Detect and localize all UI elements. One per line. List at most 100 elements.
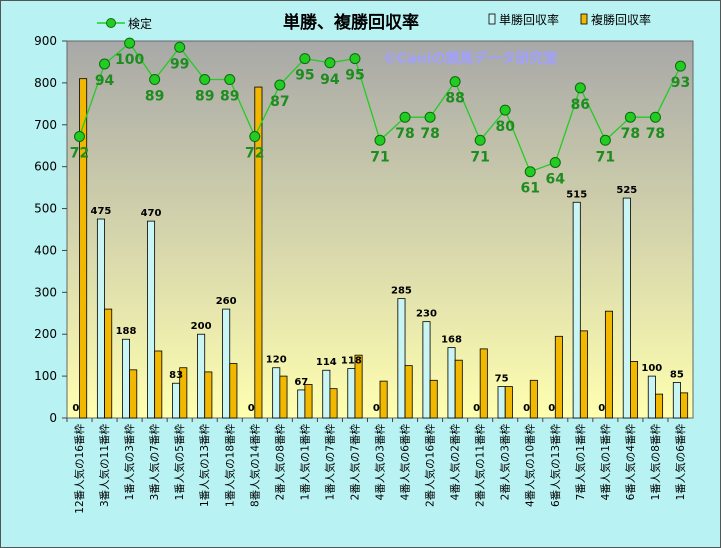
bar-fukusho	[354, 354, 363, 419]
legend-line-label: 検定	[128, 16, 152, 31]
x-category-label: 4番人気の10番枠	[524, 424, 537, 508]
line-point	[249, 131, 261, 143]
bar-tansho	[222, 308, 231, 419]
line-point	[99, 58, 111, 70]
y-tick-label: 100	[34, 369, 57, 383]
bar-tansho	[347, 368, 356, 419]
legend-bar2: 複勝回収率	[580, 12, 651, 27]
y-tick-label: 600	[34, 160, 57, 174]
line-point-label: 88	[445, 91, 464, 107]
line-point	[524, 166, 536, 178]
x-category-label: 1番人気の13番枠	[198, 424, 211, 508]
line-point	[399, 111, 411, 123]
bar-tansho	[447, 347, 456, 419]
bar-label: 85	[670, 369, 684, 380]
line-point-label: 99	[170, 56, 189, 72]
legend-bar2-label: 複勝回収率	[591, 12, 651, 27]
y-tick-label: 900	[34, 34, 57, 48]
legend-line-marker	[106, 18, 116, 28]
bar-label: 168	[441, 335, 462, 346]
bar-fukusho	[404, 365, 413, 419]
bar-label: 0	[548, 403, 555, 414]
y-tick-label: 200	[34, 327, 57, 341]
line-point-label: 86	[571, 97, 590, 113]
line-point	[349, 53, 361, 65]
bar-fukusho	[579, 330, 588, 419]
line-point-label: 64	[546, 171, 566, 187]
line-point	[449, 76, 461, 88]
bar-tansho	[572, 201, 581, 419]
line-point	[649, 111, 661, 123]
chart-title: 単勝、複勝回収率	[283, 12, 419, 33]
bar-label: 525	[616, 185, 637, 196]
line-point-label: 78	[646, 126, 665, 142]
x-category-label: 2番人気の16番枠	[424, 424, 437, 508]
line-point	[499, 104, 511, 116]
bar-fukusho	[279, 375, 288, 419]
line-point-label: 72	[245, 146, 264, 162]
y-tick-label: 300	[34, 285, 57, 299]
line-series	[74, 37, 686, 178]
bar-tansho	[322, 369, 331, 419]
x-category-label: 3番人気の11番枠	[98, 424, 111, 508]
line-point	[474, 134, 486, 146]
bar-label: 515	[566, 189, 587, 200]
line-point-label: 89	[195, 89, 214, 105]
bar-label: 118	[341, 356, 362, 367]
bar-tansho	[672, 381, 681, 419]
bar-fukusho	[504, 386, 513, 419]
x-axis: 12番人気の16番枠 3番人気の11番枠 1番人気の3番枠 3番人気の7番枠 1番人気の…	[66, 418, 687, 514]
bar-labels: 0 475 188 470 83 200 260 0 120 67 114 118 0 285 230 168…	[72, 185, 683, 414]
x-category-label: 3番人気の7番枠	[148, 424, 161, 501]
bar-fukusho	[79, 78, 88, 419]
x-category-label: 12番人気の16番枠	[73, 424, 86, 514]
line-point-label: 80	[495, 119, 515, 135]
y-tick-label: 800	[34, 76, 57, 90]
line-point-label: 78	[621, 126, 640, 142]
bar-label: 0	[523, 403, 530, 414]
bar-fukusho	[254, 86, 263, 419]
bar-fukusho	[104, 308, 113, 419]
bar-label: 0	[598, 403, 605, 414]
bar-tansho	[272, 367, 281, 419]
line-point-label: 72	[70, 146, 89, 162]
line-point	[549, 156, 561, 168]
bar-tansho	[96, 218, 105, 419]
x-category-label: 2番人気の3番枠	[499, 424, 512, 501]
x-category-label: 1番人気の1番枠	[298, 424, 311, 501]
bar-tansho	[297, 389, 306, 419]
bar-tansho	[497, 386, 506, 419]
line-point-label: 95	[295, 68, 314, 84]
line-point	[124, 37, 136, 49]
x-category-label: 2番人気の7番枠	[349, 424, 362, 501]
legend-bar1: 単勝回収率	[488, 12, 559, 27]
bar-fukusho	[680, 392, 689, 419]
bar-tansho	[122, 338, 131, 419]
bar-fukusho	[154, 350, 163, 419]
bar-label: 0	[248, 403, 255, 414]
line-point-label: 89	[145, 89, 164, 105]
line-point-label: 94	[95, 73, 115, 89]
y-tick-label: 700	[34, 118, 57, 132]
line-point-label: 71	[370, 149, 389, 165]
x-category-label: 4番人気の6番枠	[399, 424, 412, 501]
bar-label: 188	[116, 326, 137, 337]
y-tick-label: 0	[49, 411, 57, 425]
line-point	[274, 79, 286, 91]
bar-fukusho	[630, 361, 639, 419]
line-point	[299, 53, 311, 65]
bar-label: 83	[169, 370, 183, 381]
x-category-label: 2番人気の8番枠	[273, 424, 286, 501]
bar-fukusho	[604, 310, 613, 419]
y-tick-label: 400	[34, 243, 57, 257]
x-category-label: 1番人気の3番枠	[123, 424, 136, 501]
bar-label: 120	[266, 355, 287, 366]
bar-label: 100	[641, 363, 662, 374]
x-category-label: 6番人気の13番枠	[549, 424, 562, 508]
line-point-label: 87	[270, 94, 289, 110]
x-category-label: 1番人気の6番枠	[674, 424, 687, 501]
x-category-label: 8番人気の14番枠	[248, 424, 261, 508]
line-point	[174, 41, 186, 53]
